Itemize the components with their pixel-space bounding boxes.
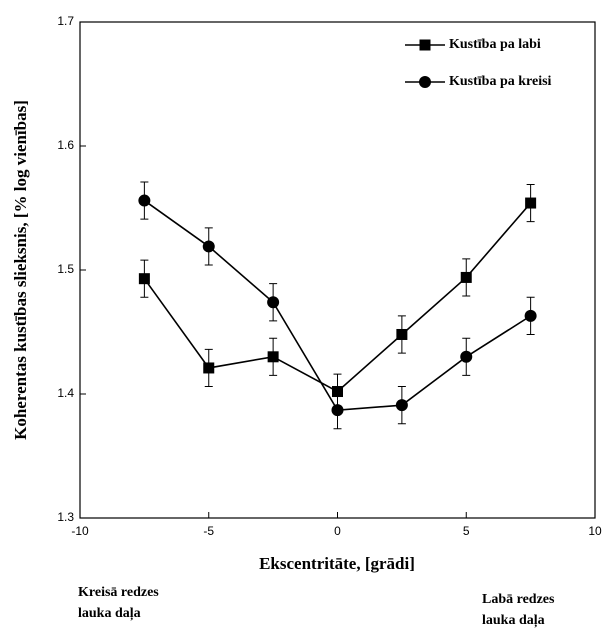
annotation: Labā redzes (482, 592, 555, 607)
data-point (524, 309, 537, 322)
data-point (331, 404, 344, 417)
annotation: lauka daļa (482, 613, 545, 628)
data-point (202, 240, 215, 253)
legend-marker (419, 76, 431, 88)
annotation: Kreisā redzes (78, 585, 159, 600)
x-tick-label: -5 (203, 524, 214, 538)
y-tick-label: 1.3 (57, 510, 74, 524)
annotation: lauka daļa (78, 606, 141, 621)
data-point (396, 328, 408, 340)
legend-label: Kustība pa kreisi (449, 74, 552, 89)
x-tick-label: -10 (71, 524, 89, 538)
data-point (267, 296, 280, 309)
x-axis-label: Ekscentritāte, [grādi] (259, 554, 415, 573)
data-point (138, 194, 151, 207)
data-point (525, 197, 537, 209)
legend-label: Kustība pa labi (449, 37, 541, 52)
legend-marker (419, 39, 431, 51)
data-point (138, 273, 150, 285)
y-tick-label: 1.5 (57, 262, 74, 276)
x-tick-label: 5 (463, 524, 470, 538)
y-tick-label: 1.4 (57, 386, 74, 400)
data-point (460, 350, 473, 363)
data-point (460, 271, 472, 283)
data-point (203, 362, 215, 374)
y-axis-label: Koherentas kustības slieksnis, [% log vi… (11, 100, 30, 440)
y-tick-label: 1.7 (57, 14, 74, 28)
y-tick-label: 1.6 (57, 138, 74, 152)
x-tick-label: 0 (334, 524, 341, 538)
data-point (267, 351, 279, 363)
plot-frame (79, 21, 596, 519)
x-tick-label: 10 (588, 524, 602, 538)
data-point (395, 399, 408, 412)
series-line (143, 202, 532, 393)
